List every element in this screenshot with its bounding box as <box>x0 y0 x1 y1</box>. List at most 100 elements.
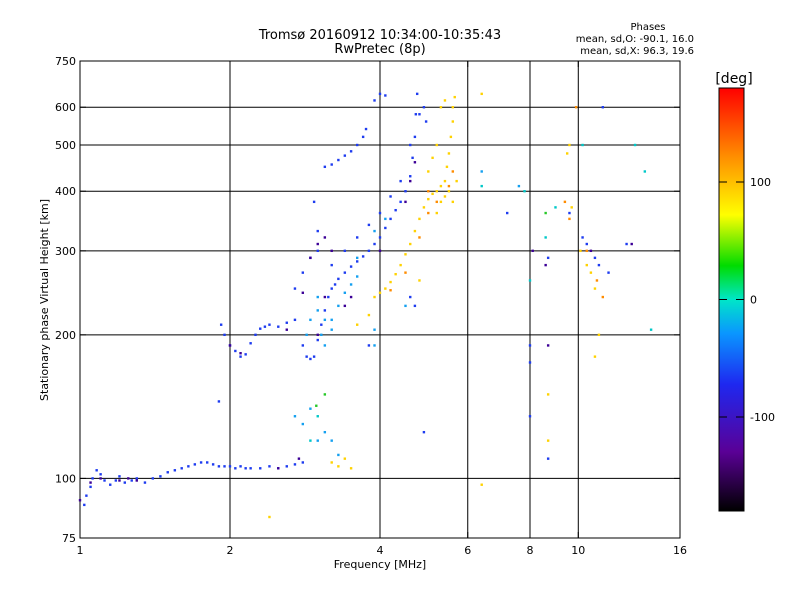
data-point <box>568 217 571 221</box>
data-point <box>305 355 308 358</box>
data-point <box>422 430 426 434</box>
data-point <box>373 229 376 233</box>
data-point <box>581 143 584 147</box>
y-tick-label: 300 <box>55 245 76 258</box>
data-point <box>531 249 534 253</box>
data-point <box>123 481 126 484</box>
data-point <box>528 361 532 364</box>
data-point <box>593 355 597 358</box>
data-point <box>595 279 599 282</box>
data-point <box>333 283 337 286</box>
data-point <box>563 200 567 204</box>
data-point <box>633 143 637 147</box>
data-point <box>217 465 221 468</box>
data-point <box>135 479 138 482</box>
data-point <box>309 357 312 361</box>
data-point <box>259 327 262 330</box>
data-point <box>424 120 428 123</box>
stats-line-o: mean, sd,O: -90.1, 16.0 <box>576 34 694 45</box>
data-point <box>439 184 443 188</box>
data-point <box>570 206 573 209</box>
data-point <box>263 325 267 328</box>
data-point <box>528 415 532 418</box>
data-point <box>505 211 509 215</box>
data-point <box>312 200 316 204</box>
data-point <box>546 393 550 396</box>
data-point <box>422 206 426 209</box>
data-point <box>323 318 327 322</box>
data-point <box>418 279 421 282</box>
data-point <box>399 179 402 183</box>
data-point <box>418 236 421 239</box>
y-axis-title: Stationary phase Virtual Height [km] <box>38 199 51 401</box>
data-point <box>427 211 430 215</box>
data-point <box>297 457 301 460</box>
data-point <box>239 352 242 355</box>
x-tick-label: 1 <box>77 544 84 557</box>
data-point <box>309 256 312 260</box>
data-point <box>607 271 610 274</box>
data-point <box>451 200 455 204</box>
data-point <box>409 242 412 246</box>
data-point <box>193 463 197 466</box>
data-point <box>361 135 365 139</box>
data-point <box>343 271 347 274</box>
data-point <box>211 463 215 466</box>
data-point <box>378 236 382 239</box>
data-points <box>78 92 653 519</box>
data-point <box>301 291 305 294</box>
data-point <box>293 463 297 466</box>
data-point <box>404 271 407 274</box>
data-point <box>546 439 550 442</box>
data-point <box>323 393 327 396</box>
data-point <box>399 200 402 204</box>
data-point <box>83 503 86 507</box>
data-point <box>316 295 319 299</box>
data-point <box>114 479 118 482</box>
data-point <box>166 471 169 474</box>
data-point <box>418 113 421 116</box>
data-point <box>223 333 226 337</box>
data-point <box>418 217 421 221</box>
data-point <box>378 92 382 96</box>
x-axis-title: Frequency [MHz] <box>334 558 426 571</box>
data-point <box>589 271 593 274</box>
data-point <box>239 355 242 358</box>
data-point <box>649 328 653 331</box>
data-point <box>373 99 376 102</box>
data-point <box>546 344 550 347</box>
x-tick-label: 6 <box>464 544 471 557</box>
x-tick-label: 2 <box>227 544 234 557</box>
y-tick-label: 600 <box>55 101 76 114</box>
data-point <box>404 304 407 308</box>
data-point <box>367 313 371 317</box>
data-point <box>244 353 247 356</box>
data-point <box>389 217 392 221</box>
data-point <box>349 295 353 299</box>
data-point <box>254 333 257 337</box>
data-point <box>449 135 453 139</box>
data-point <box>451 120 455 123</box>
data-point <box>180 467 183 470</box>
colorbar-ticks: 100 0 -100 <box>719 176 775 424</box>
data-point <box>435 200 438 204</box>
data-point <box>409 143 412 147</box>
data-point <box>593 256 597 260</box>
data-point <box>544 211 547 215</box>
data-point <box>453 95 456 99</box>
data-point <box>435 211 438 215</box>
data-point <box>343 291 347 294</box>
data-point <box>384 94 387 97</box>
data-point <box>330 328 333 331</box>
data-point <box>103 479 106 482</box>
data-point <box>78 499 82 502</box>
data-point <box>187 465 190 468</box>
data-point <box>337 304 340 308</box>
data-point <box>399 263 402 267</box>
data-point <box>285 321 288 324</box>
data-point <box>259 467 262 470</box>
data-point <box>367 223 371 227</box>
data-point <box>316 242 319 246</box>
data-point <box>373 295 376 299</box>
data-point <box>544 236 547 239</box>
